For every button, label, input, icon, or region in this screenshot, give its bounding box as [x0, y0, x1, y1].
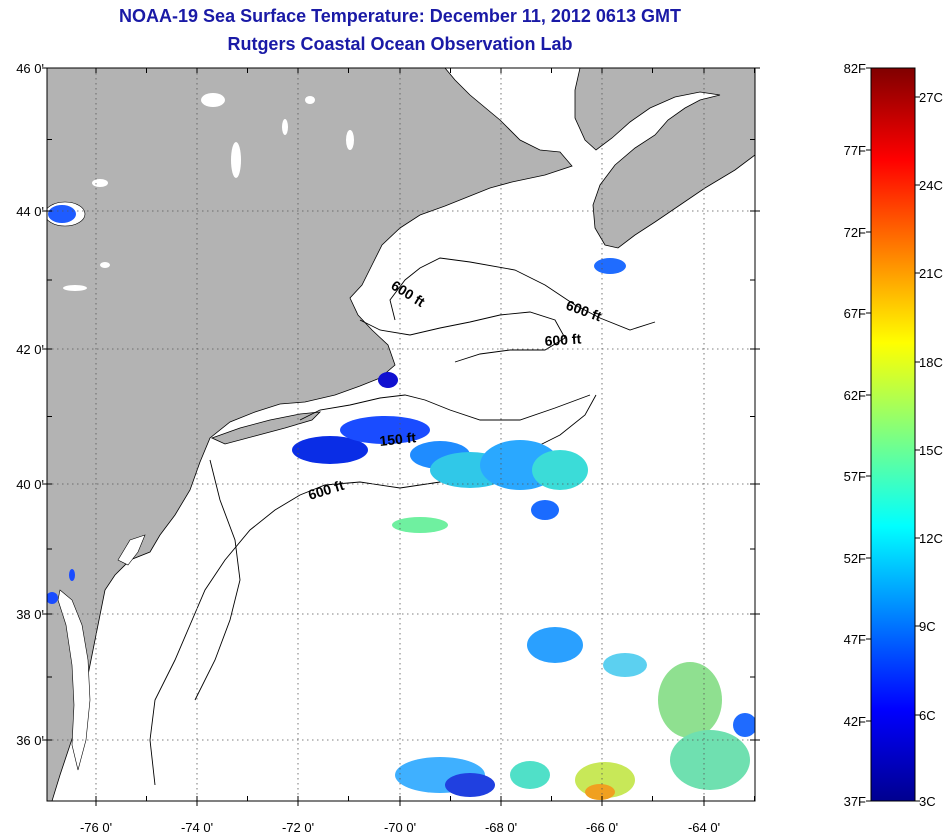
colorbar-c-label: 18C: [919, 355, 943, 370]
colorbar-f-label: 77F: [844, 143, 866, 158]
land-us-mainland: [47, 68, 573, 801]
lat-tick-label: 46 0': [16, 61, 44, 76]
lat-tick-label: 42 0': [16, 342, 44, 357]
isobath-label: 150 ft: [379, 429, 417, 449]
colorbar-c-label: 21C: [919, 266, 943, 281]
colorbar-f-label: 37F: [844, 794, 866, 809]
colorbar-c-label: 24C: [919, 178, 943, 193]
colorbar-c-label: 9C: [919, 619, 936, 634]
map-title: NOAA-19 Sea Surface Temperature: Decembe…: [119, 6, 681, 26]
lake: [346, 130, 354, 150]
lon-tick-label: -70 0': [384, 820, 416, 835]
colorbar-f-label: 57F: [844, 469, 866, 484]
colorbar-f-label: 47F: [844, 632, 866, 647]
colorbar-c-label: 3C: [919, 794, 936, 809]
lon-tick-label: -66 0': [586, 820, 618, 835]
lon-tick-label: -76 0': [80, 820, 112, 835]
colorbar-f-label: 62F: [844, 388, 866, 403]
isobath-label: 600 ft: [544, 330, 582, 349]
delaware-bay: [117, 534, 146, 566]
map-frame: [46, 67, 756, 802]
lake: [92, 179, 108, 187]
colorbar-f-label: 52F: [844, 551, 866, 566]
lat-tick-label: 44 0': [16, 204, 44, 219]
colorbar: [870, 67, 916, 802]
colorbar-f-label: 67F: [844, 306, 866, 321]
lake: [100, 262, 110, 268]
lat-tick-label: 36 0': [16, 733, 44, 748]
colorbar-f-label: 72F: [844, 225, 866, 240]
land-long-island: [210, 411, 322, 445]
isobath-lines: [149, 257, 656, 786]
sst-patches: [47, 205, 755, 800]
land-nova-scotia: [574, 68, 755, 249]
map-subtitle: Rutgers Coastal Ocean Observation Lab: [227, 34, 573, 54]
graticule: [47, 68, 755, 801]
colorbar-c-label: 15C: [919, 443, 943, 458]
lake: [201, 93, 225, 107]
lon-tick-label: -72 0': [282, 820, 314, 835]
lon-tick-label: -64 0': [688, 820, 720, 835]
lat-tick-label: 40 0': [16, 477, 44, 492]
lake: [231, 142, 241, 178]
lon-tick-label: -68 0': [485, 820, 517, 835]
colorbar-ticks: [866, 67, 920, 802]
lon-tick-marks: [95, 68, 755, 806]
lat-tick-label: 38 0': [16, 607, 44, 622]
lat-tick-marks: [42, 67, 760, 741]
lon-tick-label: -74 0': [181, 820, 213, 835]
colorbar-c-label: 6C: [919, 708, 936, 723]
lake: [305, 96, 315, 104]
lake: [63, 285, 87, 291]
chesapeake-bay: [57, 589, 91, 771]
colorbar-f-label: 42F: [844, 714, 866, 729]
colorbar-c-label: 27C: [919, 90, 943, 105]
lake: [282, 119, 288, 135]
colorbar-c-label: 12C: [919, 531, 943, 546]
colorbar-f-label: 82F: [844, 61, 866, 76]
